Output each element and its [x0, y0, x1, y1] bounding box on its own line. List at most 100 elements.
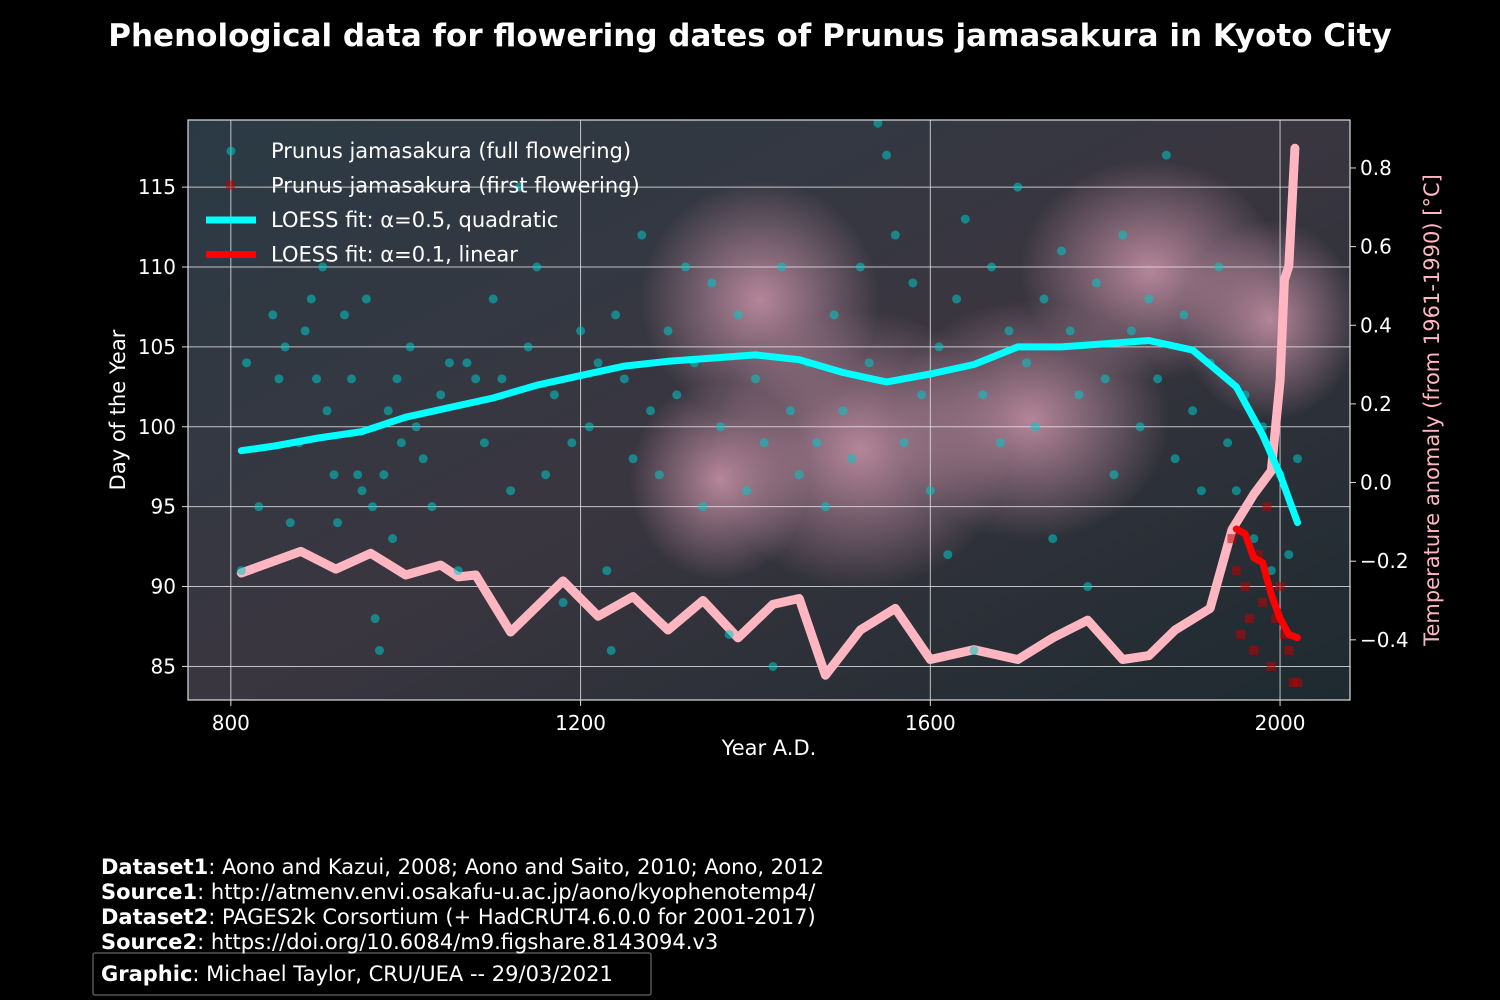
- point: [619, 374, 629, 384]
- point: [1284, 550, 1294, 560]
- footer-label: Source1: [101, 880, 197, 904]
- footer-line: Source2: https://doi.org/10.6084/m9.figs…: [101, 930, 718, 954]
- y-tick-label: 95: [151, 495, 176, 519]
- point: [1266, 661, 1276, 671]
- y-axis-label: Day of the Year: [106, 329, 130, 490]
- point: [268, 310, 278, 320]
- point: [698, 502, 708, 512]
- point: [1240, 582, 1250, 592]
- point: [1214, 262, 1224, 272]
- point: [768, 661, 778, 671]
- point: [306, 294, 316, 304]
- point: [952, 294, 962, 304]
- point: [1100, 374, 1110, 384]
- point: [1161, 150, 1171, 160]
- point: [1048, 534, 1058, 544]
- point: [383, 406, 393, 416]
- footer-line: Dataset1: Aono and Kazui, 2008; Aono and…: [101, 855, 824, 879]
- point: [606, 645, 616, 655]
- point: [427, 502, 437, 512]
- point: [411, 422, 421, 432]
- point: [1118, 230, 1128, 240]
- footer-text: : PAGES2k Corsortium (+ HadCRUT4.6.0.0 f…: [208, 905, 815, 929]
- point: [742, 486, 752, 496]
- point: [405, 342, 415, 352]
- plot-frame: [187, 119, 1351, 701]
- line: [1232, 525, 1301, 642]
- footer-label: Dataset2: [101, 905, 208, 929]
- point: [864, 358, 874, 368]
- x-tick-label: 800: [212, 711, 250, 735]
- point: [1135, 422, 1145, 432]
- point: [322, 406, 332, 416]
- point: [357, 486, 367, 496]
- point: [353, 470, 363, 480]
- point: [812, 438, 822, 448]
- point: [280, 342, 290, 352]
- y2-tick-label: 0.0: [1360, 471, 1392, 495]
- point: [1196, 486, 1206, 496]
- plot-background: [188, 120, 1350, 700]
- y2-axis-label: Temperature anomaly (from 1961-1990) [°C…: [1420, 174, 1444, 647]
- point: [820, 502, 830, 512]
- y2-tick-label: 0.2: [1360, 392, 1392, 416]
- point: [838, 406, 848, 416]
- point: [453, 566, 463, 576]
- point: [1144, 294, 1154, 304]
- point: [1293, 454, 1303, 464]
- point: [1013, 182, 1023, 192]
- point: [1227, 534, 1237, 544]
- point: [759, 438, 769, 448]
- point: [987, 262, 997, 272]
- point: [908, 278, 918, 288]
- point: [1275, 582, 1285, 592]
- point: [1091, 278, 1101, 288]
- point: [532, 262, 542, 272]
- y2-tick-label: 0.4: [1360, 313, 1392, 337]
- footer-line: Graphic: Michael Taylor, CRU/UEA -- 29/0…: [101, 962, 613, 986]
- point: [847, 454, 857, 464]
- point: [1258, 598, 1268, 608]
- y-tick-label: 100: [138, 415, 176, 439]
- point: [367, 502, 377, 512]
- point: [388, 534, 398, 544]
- x-tick-label: 2000: [1255, 711, 1306, 735]
- point: [1249, 645, 1259, 655]
- legend-swatch: [226, 180, 235, 190]
- point: [1262, 502, 1272, 512]
- point: [1266, 566, 1276, 576]
- point: [925, 486, 935, 496]
- y-tick-label: 110: [138, 255, 176, 279]
- point: [340, 310, 350, 320]
- axes: 800 1200 1600 2000 85 90 95 100 105 110 115 −0.4 −0.…: [138, 156, 1409, 735]
- grid: [188, 120, 1350, 700]
- line: [236, 143, 1300, 680]
- point: [1249, 534, 1259, 544]
- point: [1231, 486, 1241, 496]
- point: [855, 262, 865, 272]
- point: [567, 438, 577, 448]
- point: [300, 326, 310, 336]
- point: [488, 294, 498, 304]
- point: [750, 374, 760, 384]
- point: [829, 310, 839, 320]
- point: [1284, 645, 1294, 655]
- point: [890, 230, 900, 240]
- point: [1188, 406, 1198, 416]
- point: [1126, 326, 1136, 336]
- point: [254, 502, 264, 512]
- point: [1231, 566, 1241, 576]
- legend-label: LOESS fit: α=0.1, linear: [271, 243, 518, 267]
- y-tick-label: 105: [138, 335, 176, 359]
- point: [312, 374, 322, 384]
- point: [274, 374, 284, 384]
- marks: [236, 120, 1303, 687]
- point: [1279, 629, 1289, 639]
- y-tick-label: 115: [138, 175, 176, 199]
- footer-text: : Aono and Kazui, 2008; Aono and Saito, …: [208, 855, 824, 879]
- point: [724, 629, 734, 639]
- point: [1065, 326, 1075, 336]
- point: [681, 262, 691, 272]
- point: [514, 182, 524, 192]
- point: [576, 326, 586, 336]
